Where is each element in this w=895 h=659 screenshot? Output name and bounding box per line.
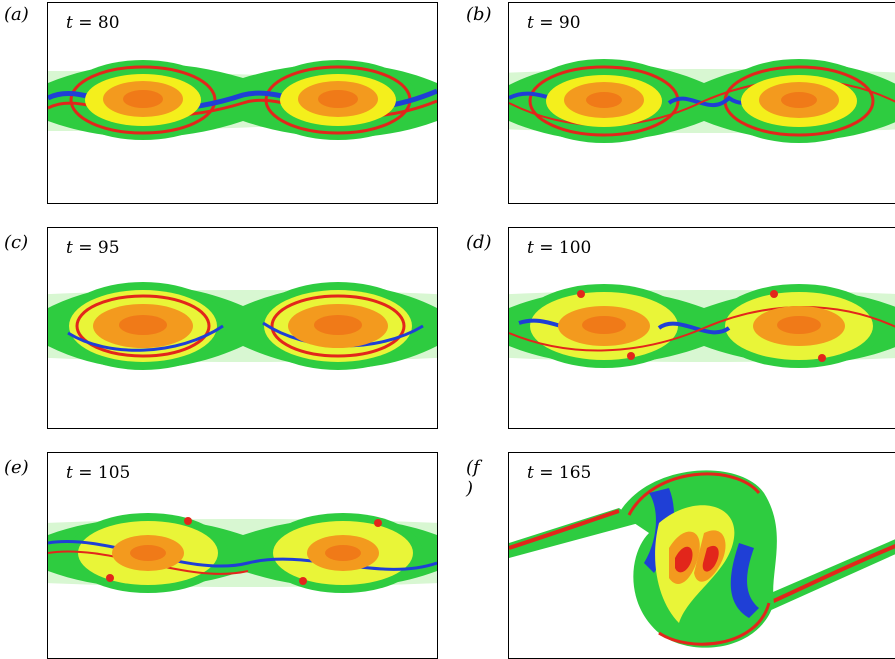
frame-f: t = 165 <box>508 452 895 659</box>
panel-label-f: (f ) <box>466 457 480 499</box>
time-label-b: t = 90 <box>527 13 581 33</box>
vortex-field-d <box>509 284 895 368</box>
time-label-a: t = 80 <box>66 13 120 33</box>
frame-d: t = 100 <box>508 227 895 429</box>
frame-a: t = 80 <box>47 2 438 204</box>
panel-label-b: (b) <box>466 4 492 25</box>
time-label-d: t = 100 <box>527 238 592 258</box>
panel-label-e: (e) <box>4 457 29 478</box>
time-label-e: t = 105 <box>66 463 131 483</box>
panel-label-d: (d) <box>466 232 492 253</box>
time-label-f: t = 165 <box>527 463 592 483</box>
frame-e: t = 105 <box>47 452 438 659</box>
vortex-field-a <box>48 60 437 140</box>
vortex-field-c <box>48 282 437 370</box>
time-label-c: t = 95 <box>66 238 120 258</box>
panel-label-a: (a) <box>4 4 29 25</box>
frame-b: t = 90 <box>508 2 895 204</box>
vortex-field-e <box>48 513 437 593</box>
vortex-field-f <box>509 470 895 648</box>
panel-label-c: (c) <box>4 232 29 253</box>
frame-c: t = 95 <box>47 227 438 429</box>
vortex-field-b <box>509 59 895 143</box>
